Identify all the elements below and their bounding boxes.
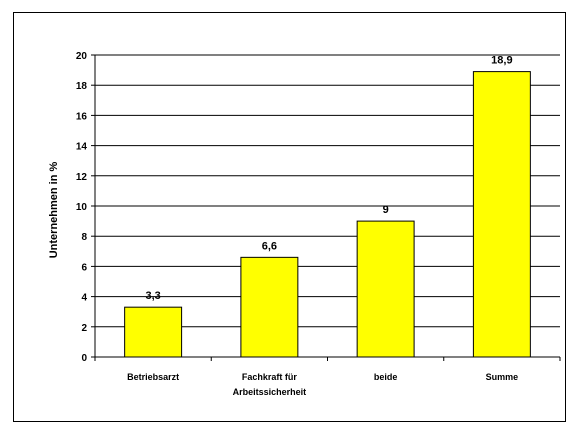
y-tick-label: 2 bbox=[81, 323, 87, 334]
x-tick-label: Summe bbox=[486, 372, 519, 382]
y-tick-label: 10 bbox=[76, 202, 88, 213]
data-label: 9 bbox=[383, 204, 389, 216]
y-tick-label: 16 bbox=[76, 111, 88, 122]
bar bbox=[124, 306, 183, 358]
bars bbox=[124, 71, 531, 358]
data-label: 18,9 bbox=[491, 55, 512, 67]
data-label: 6,6 bbox=[262, 240, 277, 252]
x-tick-label: Arbeitssicherheit bbox=[233, 387, 307, 397]
x-tick-label: beide bbox=[374, 372, 398, 382]
axes bbox=[91, 54, 561, 361]
data-label: 3,3 bbox=[145, 290, 160, 302]
x-tick-label: Fachkraft für bbox=[242, 372, 298, 382]
y-tick-label: 14 bbox=[76, 142, 88, 153]
y-tick-label: 20 bbox=[76, 51, 88, 62]
labels: 0 2 4 6 8 10 12 14 16 18 20 3,3 Betriebsarzt 6,6 Fachk… bbox=[76, 51, 518, 397]
y-axis-label: Unternehmen in % bbox=[48, 162, 60, 259]
y-tick-label: 12 bbox=[76, 172, 88, 183]
y-tick-label: 8 bbox=[81, 232, 87, 243]
y-tick-label: 6 bbox=[81, 262, 87, 273]
y-tick-label: 4 bbox=[81, 293, 87, 304]
y-tick-label: 18 bbox=[76, 81, 88, 92]
x-tick-label: Betriebsarzt bbox=[127, 372, 179, 382]
bar bbox=[356, 220, 415, 358]
bar bbox=[240, 256, 299, 358]
bar bbox=[472, 71, 531, 358]
y-tick-label: 0 bbox=[81, 353, 87, 364]
